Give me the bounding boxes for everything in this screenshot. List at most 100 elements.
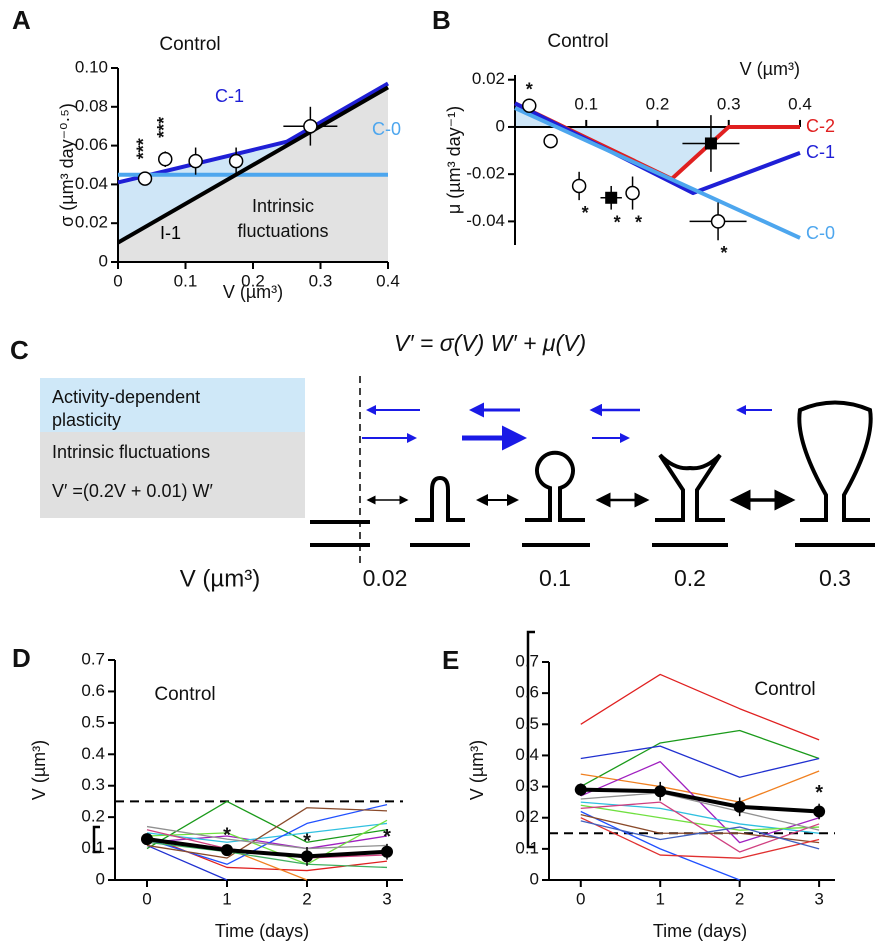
series-line [146, 837, 388, 859]
series-line [580, 673, 820, 741]
box-text: Intrinsic fluctuations [52, 442, 210, 462]
y-tick-label: 0.2 [515, 807, 539, 826]
series-line [580, 820, 820, 850]
annotation: Intrinsic [252, 196, 314, 216]
series-line [580, 792, 820, 831]
y-tick-label: 0.7 [81, 649, 105, 668]
significance-label: * [526, 79, 533, 99]
panel-label: D [12, 643, 31, 673]
size-label: 0.1 [539, 565, 571, 591]
series-line [580, 787, 820, 814]
x-tick-label: 0.2 [241, 271, 265, 290]
panel-label: E [442, 645, 459, 675]
series-line [514, 106, 801, 240]
diagram-panel: C V′ = σ(V) W′ + μ(V) Activity-dependent… [10, 330, 875, 592]
series-line [580, 810, 740, 881]
series-label: C-0 [372, 119, 401, 139]
chart-title: Control [547, 31, 608, 52]
significance-label: * [303, 831, 311, 853]
chart-title: Control [159, 34, 220, 55]
y-tick-label: 0.08 [75, 96, 108, 115]
series-line [580, 729, 820, 788]
x-tick-label: 0.3 [717, 94, 741, 113]
x-tick-label: 0 [576, 889, 585, 908]
x-tick-label: 0.1 [574, 94, 598, 113]
y-tick-label: 0.1 [81, 838, 105, 857]
mean-point [574, 783, 587, 796]
y-tick-label: 0 [99, 251, 108, 270]
mean-point [733, 800, 746, 813]
mean-point [813, 805, 826, 818]
significance-label: * [223, 824, 231, 846]
y-tick-label: 0.5 [515, 714, 539, 733]
significance-label: * [635, 212, 642, 232]
y-tick-label: 0.4 [81, 744, 105, 763]
y-tick-label: 0.5 [81, 712, 105, 731]
series-label: C-2 [806, 116, 835, 136]
x-tick-label: 1 [222, 889, 231, 908]
box-text: Activity-dependent [52, 387, 200, 407]
x-tick-label: 0.4 [376, 271, 400, 290]
series-line [146, 819, 388, 865]
y-tick-label: 0 [496, 116, 505, 135]
series-line [146, 822, 388, 843]
significance-label: * [383, 826, 391, 848]
data-point [522, 98, 537, 113]
y-tick-label: 0 [96, 869, 105, 888]
significance-label: * [582, 203, 589, 223]
y-tick-label: 0.6 [81, 681, 105, 700]
y-axis-label: V (µm³) [29, 740, 49, 800]
x-tick-label: 0 [113, 271, 122, 290]
x-tick-label: 0.1 [174, 271, 198, 290]
series-line [146, 800, 388, 850]
fluctuation-box [40, 432, 305, 518]
y-axis-label: V (µm³) [467, 740, 487, 800]
x-tick-label: 3 [814, 889, 823, 908]
data-point [137, 171, 153, 186]
x-tick-label: 1 [655, 889, 664, 908]
data-point [188, 153, 203, 169]
y-axis-label: σ (µm³ day⁻⁰·⁵) [57, 103, 77, 227]
data-point [228, 153, 244, 169]
y-tick-label: 0.06 [75, 135, 108, 154]
series-line [146, 844, 228, 881]
panel-label: C [10, 335, 29, 365]
mean-point [221, 844, 233, 857]
series-label: I-1 [160, 223, 181, 243]
data-point [158, 151, 173, 167]
size-label: 0.2 [674, 565, 706, 591]
series-line [580, 770, 820, 803]
shaded-region [515, 103, 800, 179]
x-tick-label: 0.4 [788, 94, 812, 113]
series-line [117, 85, 389, 245]
x-tick-label: 3 [382, 889, 391, 908]
box-text: plasticity [52, 410, 121, 430]
data-point [605, 191, 618, 204]
series-line [580, 817, 820, 859]
x-tick-label: 0 [142, 889, 151, 908]
series-line [146, 807, 388, 859]
size-label: 0.3 [819, 565, 851, 591]
significance-label: * [815, 782, 823, 804]
x-axis-label: V (µm³) [740, 59, 800, 79]
chart-title: Control [754, 679, 815, 700]
axis-label: V (µm³) [180, 565, 260, 592]
significance-label: * [721, 243, 728, 263]
y-tick-label: 0.7 [515, 651, 539, 670]
significance-label: *** [134, 138, 154, 159]
panel-label: A [12, 5, 31, 35]
data-point [571, 178, 587, 194]
bracket [92, 825, 100, 854]
y-tick-label: 0.10 [75, 57, 108, 76]
annotation: fluctuations [237, 221, 328, 241]
plasticity-arrows [362, 402, 772, 451]
x-tick-label: 2 [735, 889, 744, 908]
y-tick-label: 0.02 [472, 69, 505, 88]
series-line [580, 745, 820, 778]
y-tick-label: 0.1 [515, 838, 539, 857]
series-line [580, 804, 820, 831]
plasticity-box [40, 378, 305, 432]
significance-label: * [614, 212, 621, 232]
y-tick-label: -0.04 [466, 211, 505, 230]
data-point [704, 137, 717, 150]
